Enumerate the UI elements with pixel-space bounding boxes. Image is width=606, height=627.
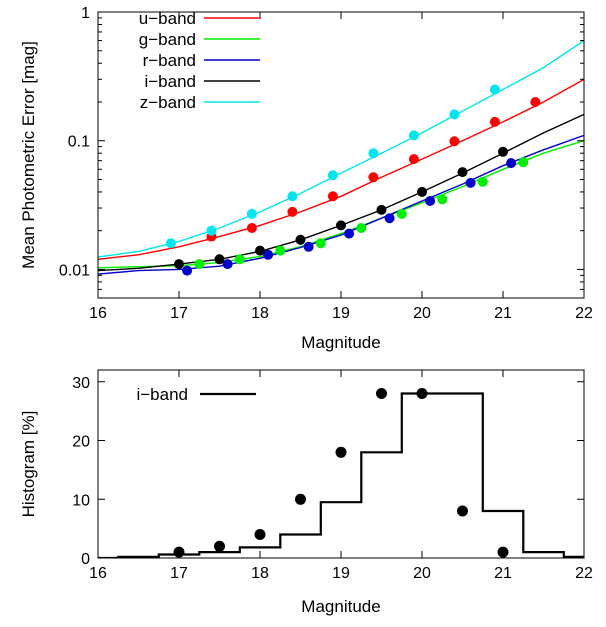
series-4-point [368, 148, 379, 159]
legend-label: i−band [144, 72, 196, 91]
x-tick-label: 21 [494, 305, 512, 322]
series-1-point [315, 238, 326, 249]
series-1-point [477, 176, 488, 187]
y-tick-label: 0 [81, 551, 90, 568]
x-tick-label: 17 [170, 305, 188, 322]
x-tick-label: 16 [89, 305, 107, 322]
y-tick-label: 20 [72, 434, 90, 451]
histogram-chart: 16 17 18 19 20 21 22 0 10 20 30 i−band Magnitude H… [19, 369, 593, 616]
series-0-point [489, 116, 500, 127]
bottom-legend: i−band [136, 385, 256, 404]
series-3-point [174, 259, 184, 270]
series-2-point [465, 177, 476, 188]
legend-label: i−band [136, 385, 188, 404]
series-3-point [214, 254, 225, 265]
series-2-point [182, 265, 193, 276]
histogram-points-layer [173, 388, 509, 558]
series-2-point [344, 228, 355, 239]
series-3-point [295, 234, 306, 245]
x-tick-label: 20 [413, 565, 431, 582]
series-0-point [530, 97, 541, 107]
histogram-point [457, 505, 468, 517]
series-0-point [246, 223, 257, 233]
series-1-point [518, 157, 529, 168]
series-line-4 [98, 40, 584, 258]
series-4-point [327, 170, 338, 181]
series-3-point [457, 167, 468, 178]
series-0-point [449, 136, 460, 147]
series-2-point [384, 213, 395, 224]
series-3-point [376, 204, 387, 215]
series-1-point [437, 194, 448, 205]
y-tick-label: 1 [81, 5, 90, 22]
histogram-point [295, 493, 306, 505]
series-4-point [165, 238, 176, 249]
series-3-point [417, 186, 427, 197]
series-4-point [449, 109, 460, 120]
series-3-point [255, 245, 265, 256]
series-3-point [498, 146, 508, 157]
top-y-axis-label: Mean Photometric Error [mag] [19, 41, 38, 269]
series-2-point [263, 249, 274, 260]
legend-label: r−band [143, 51, 196, 70]
x-tick-label: 19 [332, 565, 350, 582]
top-x-axis-label: Magnitude [301, 333, 380, 352]
histogram-point [376, 388, 387, 399]
series-4-point [408, 130, 419, 141]
series-4-point [246, 208, 257, 219]
bottom-y-axis-label: Histogram [%] [19, 411, 38, 518]
series-line-2 [98, 134, 584, 275]
series-3-point [336, 220, 346, 231]
x-tick-label: 19 [332, 305, 350, 322]
top-legend: u−band g−band r−band i−band z−band [139, 9, 260, 112]
histogram-point [214, 540, 225, 552]
series-1-point [194, 259, 205, 270]
series-1-point [275, 245, 286, 256]
series-2-point [303, 241, 314, 252]
series-4-point [206, 225, 217, 236]
series-2-point [425, 196, 436, 206]
series-line-0 [98, 78, 584, 260]
series-1-point [396, 208, 407, 219]
y-tick-label: 30 [72, 375, 90, 392]
y-tick-label: 0.1 [68, 134, 90, 151]
x-tick-label: 18 [251, 305, 269, 322]
x-tick-label: 22 [575, 305, 593, 322]
bottom-axis-ticks: 16 17 18 19 20 21 22 0 10 20 30 [72, 370, 593, 582]
y-tick-label: 10 [72, 492, 90, 509]
series-0-point [287, 206, 298, 217]
histogram-point [254, 529, 266, 540]
x-tick-label: 16 [89, 565, 107, 582]
series-1-point [234, 254, 245, 265]
top-points-layer [165, 84, 541, 276]
series-0-point [327, 191, 338, 202]
x-tick-label: 20 [413, 305, 431, 322]
y-tick-label: 0.01 [59, 262, 90, 279]
legend-label: u−band [139, 9, 196, 28]
histogram-point [416, 388, 428, 399]
photometric-error-chart: 16 17 18 19 20 21 22 0.01 0.1 1 u−band g−band r−ban… [19, 5, 593, 352]
series-4-point [489, 84, 500, 95]
bottom-x-axis-label: Magnitude [301, 597, 380, 616]
legend-label: g−band [139, 30, 196, 49]
x-tick-label: 17 [170, 565, 188, 582]
x-tick-label: 22 [575, 565, 593, 582]
top-axis-ticks: 16 17 18 19 20 21 22 0.01 0.1 1 [59, 5, 593, 322]
histogram-step [98, 392, 584, 558]
series-4-point [287, 191, 298, 202]
x-tick-label: 21 [494, 565, 512, 582]
series-2-point [506, 158, 517, 169]
series-0-point [368, 172, 379, 183]
legend-label: z−band [140, 93, 196, 112]
histogram-layer [98, 392, 584, 558]
histogram-point [335, 446, 347, 458]
x-tick-label: 18 [251, 565, 269, 582]
series-0-point [408, 154, 419, 165]
series-2-point [222, 259, 233, 270]
series-1-point [356, 223, 367, 233]
